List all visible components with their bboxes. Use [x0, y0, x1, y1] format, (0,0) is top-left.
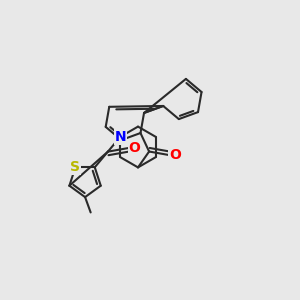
Text: O: O	[169, 148, 181, 162]
Text: O: O	[129, 141, 140, 155]
Text: N: N	[115, 130, 126, 144]
Text: S: S	[70, 160, 80, 174]
